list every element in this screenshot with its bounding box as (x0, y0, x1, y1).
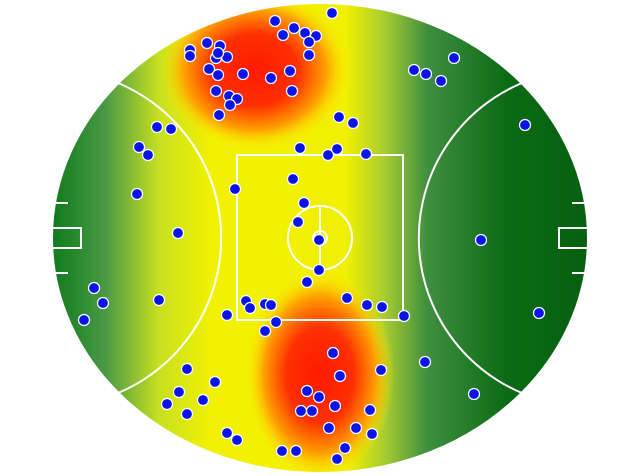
point (183, 49, 197, 63)
point (285, 84, 299, 98)
point (300, 384, 314, 398)
point (152, 293, 166, 307)
point (223, 98, 237, 112)
point (312, 233, 326, 247)
point (330, 142, 344, 156)
point (300, 275, 314, 289)
point (228, 182, 242, 196)
point (305, 404, 319, 418)
point (349, 421, 363, 435)
point (532, 306, 546, 320)
point (338, 441, 352, 455)
point (419, 67, 433, 81)
point (325, 6, 339, 20)
point (340, 291, 354, 305)
point (87, 281, 101, 295)
point (268, 14, 282, 28)
point (302, 48, 316, 62)
point (171, 226, 185, 240)
point (283, 64, 297, 78)
point (180, 407, 194, 421)
point (397, 309, 411, 323)
point (328, 399, 342, 413)
point (209, 84, 223, 98)
point (360, 298, 374, 312)
point (302, 35, 316, 49)
point (202, 62, 216, 76)
point (434, 74, 448, 88)
point (407, 63, 421, 77)
point (326, 346, 340, 360)
point (374, 363, 388, 377)
point (243, 301, 257, 315)
point (230, 433, 244, 447)
point (289, 444, 303, 458)
point (321, 148, 335, 162)
point (375, 300, 389, 314)
point (160, 397, 174, 411)
point (287, 21, 301, 35)
point (132, 140, 146, 154)
point (211, 68, 225, 82)
point (447, 51, 461, 65)
point (363, 403, 377, 417)
point (211, 46, 225, 60)
point (212, 108, 226, 122)
point (220, 308, 234, 322)
point (180, 362, 194, 376)
point (96, 296, 110, 310)
point (200, 36, 214, 50)
point (141, 148, 155, 162)
point (264, 298, 278, 312)
point (418, 355, 432, 369)
point (196, 393, 210, 407)
point (346, 116, 360, 130)
point (286, 172, 300, 186)
point (264, 71, 278, 85)
point (293, 141, 307, 155)
point (312, 263, 326, 277)
point (275, 444, 289, 458)
point (172, 385, 186, 399)
point (322, 421, 336, 435)
point (269, 315, 283, 329)
point (297, 196, 311, 210)
point (332, 110, 346, 124)
point (258, 324, 272, 338)
point (312, 390, 326, 404)
point (474, 233, 488, 247)
point (276, 28, 290, 42)
point (164, 122, 178, 136)
point (359, 147, 373, 161)
point (208, 375, 222, 389)
point (518, 118, 532, 132)
point (467, 387, 481, 401)
point (130, 187, 144, 201)
point (294, 404, 308, 418)
point (150, 120, 164, 134)
point (236, 67, 250, 81)
point (330, 452, 344, 466)
point (77, 313, 91, 327)
point (365, 427, 379, 441)
point (291, 215, 305, 229)
point (333, 369, 347, 383)
point (220, 426, 234, 440)
